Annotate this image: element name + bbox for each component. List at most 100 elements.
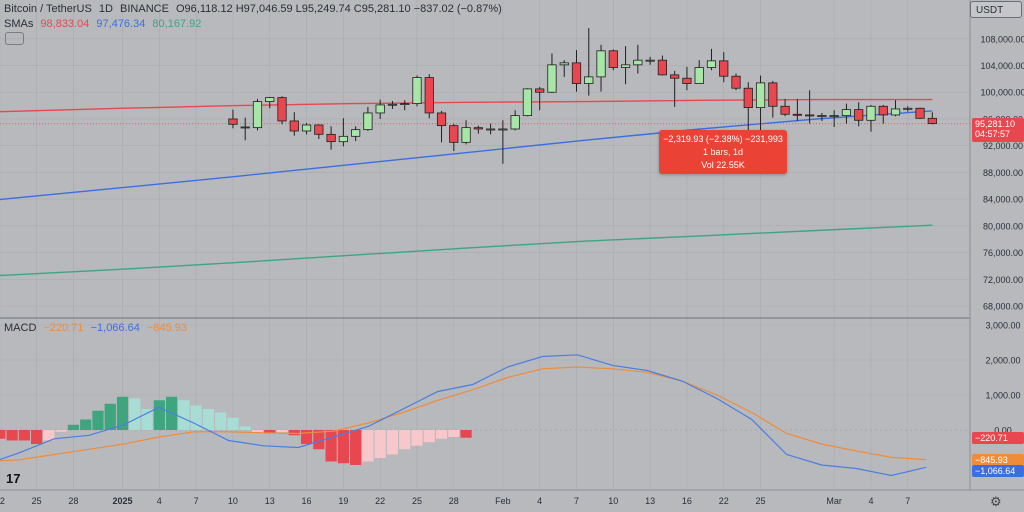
symbol-name[interactable]: Bitcoin / TetherUS (4, 3, 92, 15)
time-tick-label: 25 (32, 496, 42, 506)
candle (706, 48, 717, 71)
candle-body (878, 105, 888, 116)
candle-body (559, 62, 569, 66)
macd-histogram-bar (423, 430, 435, 443)
candle (620, 46, 631, 85)
candle-body (400, 103, 410, 105)
candle-body (436, 112, 447, 127)
collapse-legend-button[interactable] (5, 32, 24, 45)
time-tick-label: 28 (449, 496, 459, 506)
time-tick-label: 13 (265, 496, 275, 506)
candle (289, 112, 299, 136)
macd-histogram-bar (313, 430, 325, 450)
bar-countdown: 04:57:57 (975, 129, 1011, 139)
candle-body (571, 62, 582, 84)
macd-value-1: −220.71 (43, 322, 84, 334)
candle (584, 28, 594, 96)
macd-histogram-bar (141, 409, 153, 430)
time-tick-label: 25 (756, 496, 766, 506)
time-tick-label: 7 (574, 496, 579, 506)
candle-body (657, 59, 667, 76)
macd-histogram-bar (178, 400, 190, 430)
macd-histogram-bar (448, 430, 460, 437)
candle-body (596, 50, 606, 78)
macd-value-2: −1,066.64 (90, 322, 140, 334)
macd-histogram-bar (104, 403, 116, 430)
price-tick-label: 92,000.00 (983, 141, 1023, 151)
time-tick-label: 22 (375, 496, 385, 506)
price-tick-label: 84,000.00 (983, 195, 1023, 205)
candle-body (510, 115, 520, 130)
candle (363, 106, 373, 131)
macd-histogram-bar (399, 430, 411, 450)
candle-body (584, 76, 594, 84)
macd-histogram-bar (337, 430, 349, 464)
macd-tick-label: 2,000.00 (985, 356, 1020, 366)
candle-body (903, 107, 913, 110)
gear-icon[interactable]: ⚙ (990, 494, 1002, 509)
time-tick-label: 28 (68, 496, 78, 506)
macd-histogram-bar (0, 430, 6, 439)
sma-value-2: 97,476.34 (96, 18, 146, 30)
candle-body (387, 103, 398, 106)
sma-label[interactable]: SMAs (4, 18, 34, 30)
candle-body (805, 114, 815, 117)
time-tick-label: 22 (0, 496, 5, 506)
macd-tick-label: 0.00 (994, 426, 1012, 436)
time-tick-label: 7 (905, 496, 910, 506)
macd-value-3: −845.93 (146, 322, 187, 334)
candle (719, 52, 729, 83)
candle (682, 66, 692, 91)
time-tick-label: 16 (302, 496, 312, 506)
candle (252, 98, 263, 131)
interval-label[interactable]: 1D (98, 3, 113, 15)
macd-line-tag: −1,066.64 (972, 465, 1024, 477)
macd-histogram-bar (239, 426, 251, 430)
candle (473, 125, 483, 134)
candle-body (780, 105, 790, 115)
candle (326, 126, 336, 150)
candle-body (608, 50, 618, 68)
candle-body (731, 75, 741, 89)
macd-histogram-bar (435, 430, 448, 439)
tradingview-logo-icon[interactable]: 17 (6, 471, 21, 486)
macd-histogram-bar (227, 417, 239, 430)
tooltip-change: −2,319.93 (−2.38%) −231,993 (663, 134, 783, 144)
candle-body (351, 129, 361, 137)
candle-body (682, 77, 692, 84)
candle-body (743, 87, 753, 109)
candle (228, 109, 238, 129)
candle (841, 103, 852, 124)
macd-histogram-bar (202, 409, 214, 430)
macd-histogram-bar (80, 419, 92, 430)
candle-body (301, 124, 312, 132)
candle-body (252, 101, 263, 129)
candle-body (645, 59, 655, 62)
macd-histogram-bar (362, 430, 374, 462)
candle-body (633, 59, 643, 66)
macd-histogram-bar (6, 430, 18, 441)
candle (792, 98, 802, 121)
tooltip-bars: 1 bars, 1d (702, 147, 744, 157)
candle (890, 100, 901, 117)
sma-legend: SMAs 98,833.04 97,476.34 80,167.92 (4, 18, 205, 30)
candle (645, 56, 655, 65)
macd-label[interactable]: MACD (4, 322, 37, 334)
time-tick-label: 4 (157, 496, 162, 506)
currency-button[interactable]: USDT (970, 1, 1022, 18)
candle (449, 123, 459, 152)
macd-histogram-bar (67, 424, 80, 430)
time-tick-label: 13 (645, 496, 655, 506)
candle (301, 122, 312, 135)
macd-signal-tag: −845.93 (972, 454, 1024, 466)
candle-body (449, 125, 459, 143)
macd-histogram-bar (116, 396, 129, 430)
last-price-tag: 95,281.10 04:57:57 (972, 118, 1024, 142)
candle-body (277, 97, 287, 122)
macd-histogram-bar (31, 430, 43, 444)
candle-body (854, 109, 864, 121)
price-tick-label: 68,000.00 (983, 302, 1023, 312)
candle-body (866, 105, 876, 121)
candle-body (375, 104, 385, 114)
